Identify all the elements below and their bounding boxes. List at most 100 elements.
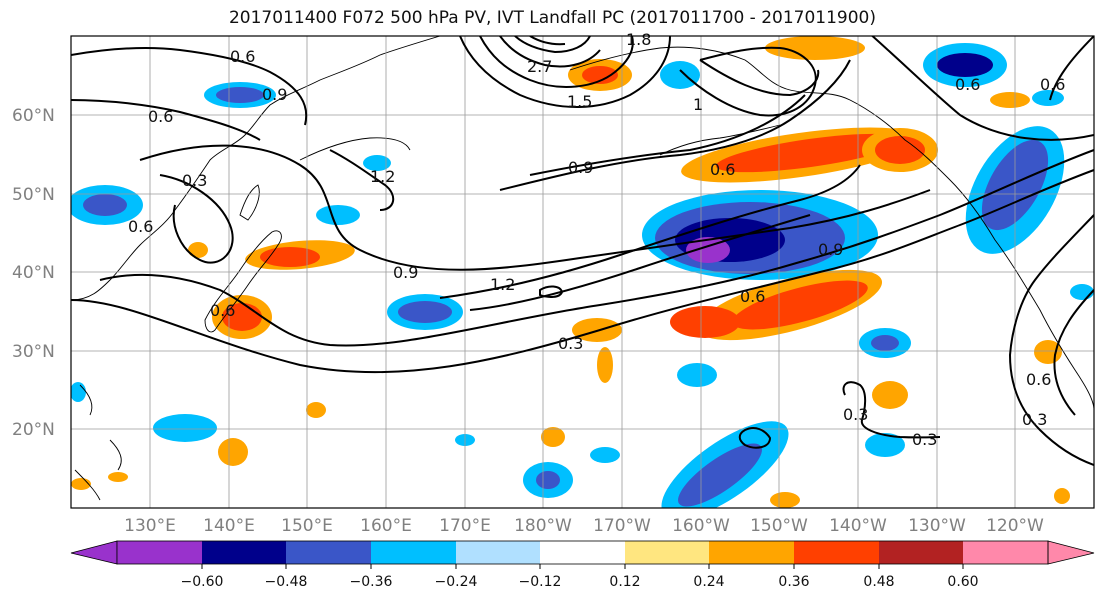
lat-label-60: 60°N [12,106,55,126]
lon-label-150e: 150°E [281,516,333,536]
lat-label-30: 30°N [12,342,55,362]
blob-east-positive [872,381,908,409]
colorbar-segment [879,541,963,564]
lon-label-130w: 130°W [908,516,966,536]
colorbar-segment [963,541,1048,564]
blob-subtropical [677,363,717,387]
contour-1-8 [479,36,634,88]
contour-label-8: 1.2 [490,275,515,294]
map-area: 0.6 0.9 0.6 0.3 0.6 1.2 0.9 1.2 0.3 2.7 … [70,30,1095,509]
blob-japan-east-core [260,247,320,267]
blob-small-4 [1032,90,1064,106]
colorbar-segment [202,541,286,564]
coast-north-america [569,46,1094,411]
pv-contours [71,36,1094,466]
colorbar-tick-label: 0.36 [778,574,809,590]
blob-subtropical-jet-west [670,306,740,338]
lon-label-140w: 140°W [829,516,887,536]
contour-0-3-east [1053,289,1094,416]
contour-label-10: 2.7 [527,57,552,76]
contour-label-4: 0.3 [182,171,207,190]
map-frame [70,35,1095,509]
contour-2-7 [529,36,566,46]
contour-label-16: 0.9 [818,240,843,259]
blob-small-p3 [990,92,1030,108]
blob-subtropical-east [865,433,905,457]
contour-label-15: 0.6 [740,287,765,306]
contour-label-18: 0.3 [843,405,868,424]
contour-labels: 0.6 0.9 0.6 0.3 0.6 1.2 0.9 1.2 0.3 2.7 … [128,30,1065,449]
lon-label-180w: 180°W [514,516,572,536]
blob-small-p5 [770,492,800,508]
coastlines [71,36,1094,501]
colorbar-segment [371,541,456,564]
lon-label-140e: 140°E [203,516,255,536]
contour-0-6-far-east [1049,36,1094,101]
blob-subtropical-jet-core [732,280,868,330]
contour-label-21: 0.3 [1022,410,1047,429]
blob-bering [660,61,700,89]
contour-label-6: 1.2 [370,167,395,186]
blob-philippines-positive [218,438,248,466]
contour-label-23: 0.6 [210,301,235,320]
lat-label-40: 40°N [12,263,55,283]
colorbar-tick-labels: −0.60 −0.48 −0.36 −0.24 −0.12 0.12 0.24 … [181,574,979,590]
blob-small-3 [1070,284,1094,300]
colorbar-segment [456,541,540,564]
contour-0-9-north [499,59,851,191]
colorbar-segment [117,541,202,564]
blob-okhotsk [363,155,391,171]
contour-label-19: 0.3 [912,430,937,449]
colorbar-ticks [201,564,964,569]
blob-central-positive-tail [597,347,613,383]
contour-label-3: 0.6 [148,107,173,126]
contour-0-9 [139,144,931,271]
colorbar-extend-high [1047,540,1095,565]
contour-0-6 [99,149,1094,347]
blob-small-p4 [188,242,208,258]
contour-small-ring [539,285,564,298]
lon-label-150w: 150°W [750,516,808,536]
contour-label-13: 0.9 [568,158,593,177]
contour-label-2: 0.9 [262,85,287,104]
contour-2-1 [499,36,601,68]
colorbar-tick-label: 0.12 [609,574,640,590]
colorbar-segment [540,541,625,564]
colorbar: −0.60 −0.48 −0.36 −0.24 −0.12 0.12 0.24 … [70,540,1095,590]
contour-0-9-north-b [529,94,806,176]
graticule [71,36,1094,508]
blob-bering-sea-core [582,66,618,84]
contour-0-3-hawaii [738,427,772,449]
contour-1-alaska [679,46,817,117]
contour-label-22: 0.6 [1026,370,1051,389]
contour-label-12: 1.8 [626,30,651,49]
contour-0-6-east [1008,214,1094,466]
coast-japan [204,230,282,333]
lat-label-20: 20°N [12,420,55,440]
contour-label-1: 0.6 [230,47,255,66]
contour-0-6-north-b [71,99,261,141]
longitude-labels: 130°E 140°E 150°E 160°E 170°E 180°W 170°… [124,516,1044,536]
colorbar-tick-label: −0.36 [350,574,393,590]
blob-small-5 [71,382,86,402]
blob-kamchatka-core [216,87,264,103]
map-title: 2017011400 F072 500 hPa PV, IVT Landfall… [228,8,876,28]
blob-philippine-sea [153,414,217,442]
colorbar-tick-label: 0.24 [693,574,724,590]
lon-label-170w: 170°W [593,516,651,536]
contour-label-20: 0.6 [1040,75,1065,94]
contour-0-6-north [71,46,308,126]
blob-alaska-north-positive [765,36,865,60]
colorbar-tick-label: 0.48 [863,574,894,590]
contour-label-9: 0.3 [558,334,583,353]
lon-label-160e: 160°E [360,516,412,536]
contour-1-alaska-b [699,59,820,97]
blob-east-pacific-core [871,335,899,351]
blob-gulf-alaska-core [715,133,905,173]
blob-siberia-core [83,194,127,216]
contour-1-2 [439,164,861,299]
coast-hokkaido [239,184,260,221]
colorbar-segment [794,541,879,564]
